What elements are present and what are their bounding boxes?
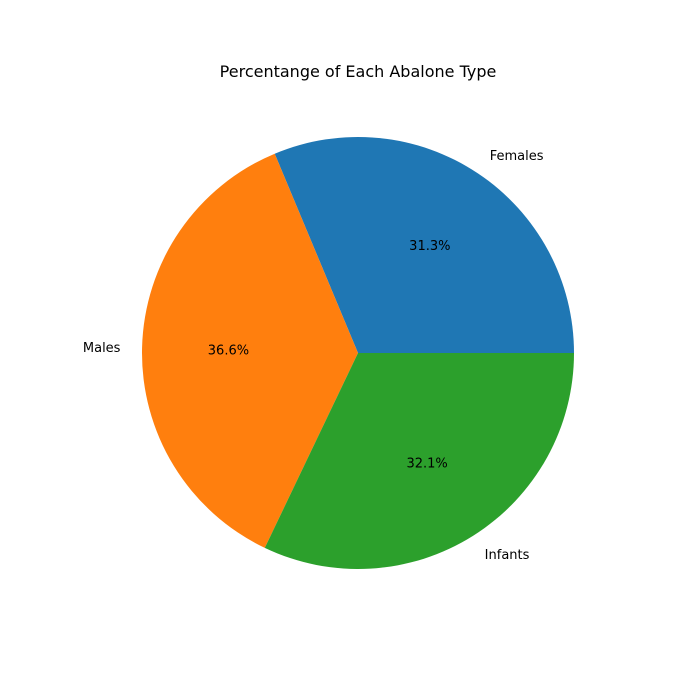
slice-label-males: Males: [83, 341, 121, 356]
pie-slices: [141, 137, 574, 569]
chart-title: Percentange of Each Abalone Type: [220, 62, 497, 81]
slice-percent-females: 31.3%: [409, 239, 450, 254]
pie-slice-infants: [264, 353, 574, 569]
slice-percent-infants: 32.1%: [406, 457, 447, 472]
pie-slice-males: [141, 153, 358, 548]
slice-label-females: Females: [490, 149, 544, 164]
slice-percent-males: 36.6%: [208, 344, 249, 359]
slice-label-infants: Infants: [485, 548, 530, 563]
pie-labels: Females 31.3% Males 36.6% Infants 32.1%: [83, 149, 544, 563]
pie-slice-females: [274, 137, 574, 353]
